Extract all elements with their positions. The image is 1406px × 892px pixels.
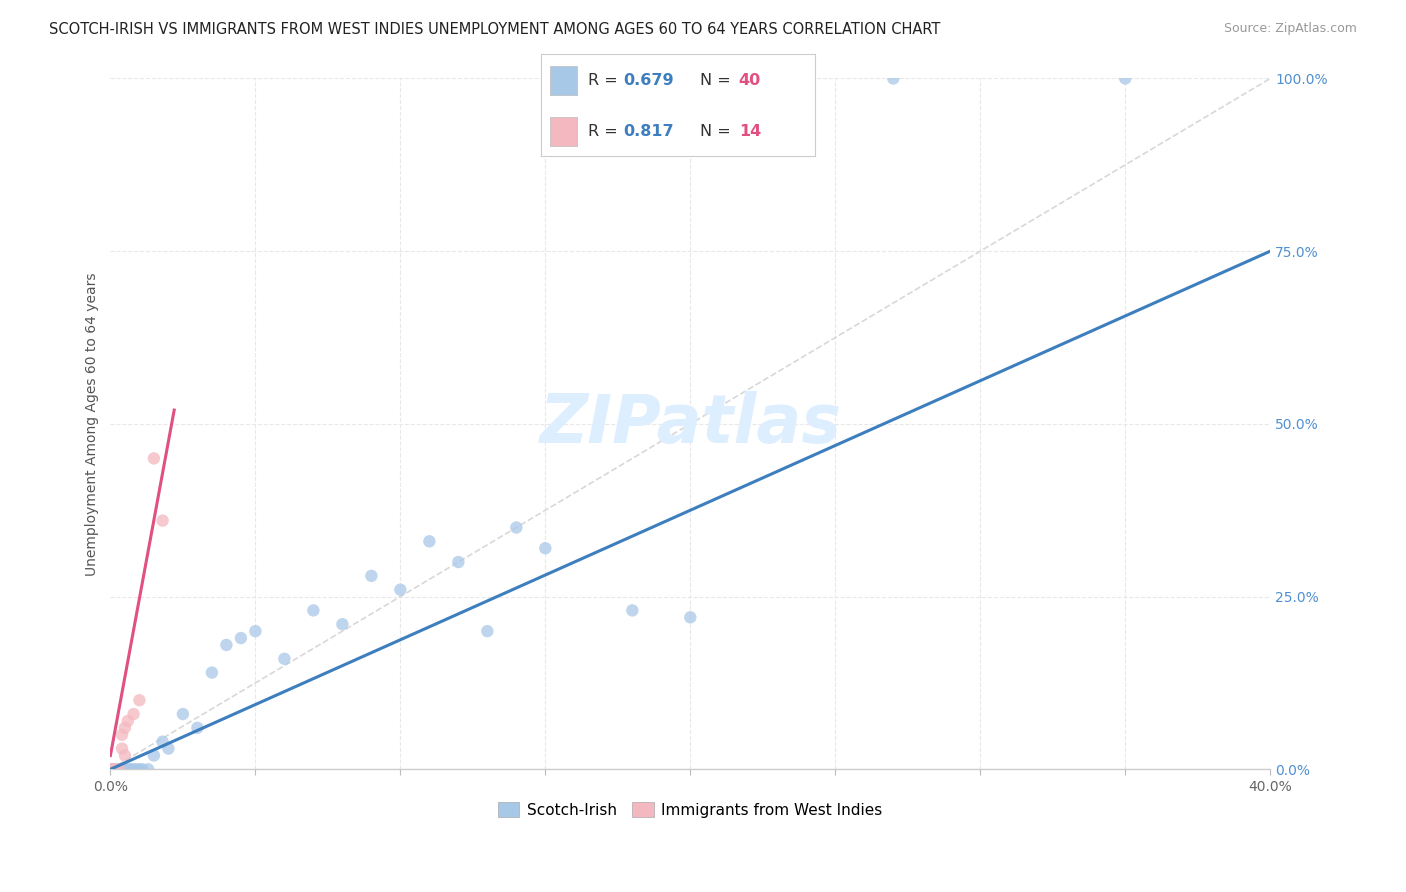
Point — [125, 762, 148, 776]
Point — [122, 762, 145, 776]
Point — [418, 534, 440, 549]
Point — [136, 762, 159, 776]
Point — [505, 520, 527, 534]
Point — [152, 734, 174, 748]
Point — [534, 541, 557, 556]
Point — [100, 762, 122, 776]
Text: 0.679: 0.679 — [624, 72, 675, 87]
Text: SCOTCH-IRISH VS IMMIGRANTS FROM WEST INDIES UNEMPLOYMENT AMONG AGES 60 TO 64 YEA: SCOTCH-IRISH VS IMMIGRANTS FROM WEST IND… — [49, 22, 941, 37]
Point — [152, 514, 174, 528]
FancyBboxPatch shape — [550, 117, 576, 145]
Point — [108, 762, 131, 776]
Text: ZIPatlas: ZIPatlas — [540, 391, 841, 457]
Point — [142, 748, 165, 763]
Point — [131, 762, 153, 776]
Point — [100, 762, 122, 776]
Point — [477, 624, 499, 639]
Point — [389, 582, 412, 597]
Point — [679, 610, 702, 624]
Point — [332, 617, 354, 632]
Point — [103, 762, 125, 776]
Point — [360, 569, 382, 583]
Text: Source: ZipAtlas.com: Source: ZipAtlas.com — [1223, 22, 1357, 36]
Point — [302, 603, 325, 617]
Point — [100, 762, 122, 776]
Point — [273, 652, 295, 666]
Y-axis label: Unemployment Among Ages 60 to 64 years: Unemployment Among Ages 60 to 64 years — [86, 272, 100, 575]
Point — [1114, 71, 1136, 86]
Point — [186, 721, 208, 735]
Point — [111, 762, 134, 776]
Point — [108, 762, 131, 776]
Point — [114, 721, 136, 735]
Text: R =: R = — [588, 124, 623, 139]
Point — [114, 762, 136, 776]
Point — [621, 603, 644, 617]
Point — [111, 741, 134, 756]
Point — [100, 762, 122, 776]
Text: 40: 40 — [738, 72, 761, 87]
Point — [128, 762, 150, 776]
Point — [105, 762, 128, 776]
Point — [105, 762, 128, 776]
Point — [229, 631, 252, 645]
Point — [117, 762, 139, 776]
Point — [122, 706, 145, 721]
Text: R =: R = — [588, 72, 623, 87]
Point — [142, 451, 165, 466]
Text: 14: 14 — [738, 124, 761, 139]
Point — [100, 762, 122, 776]
Point — [245, 624, 267, 639]
Point — [117, 714, 139, 728]
Point — [120, 762, 142, 776]
Point — [100, 762, 122, 776]
Point — [447, 555, 470, 569]
Point — [201, 665, 224, 680]
Point — [882, 71, 904, 86]
Legend: Scotch-Irish, Immigrants from West Indies: Scotch-Irish, Immigrants from West Indie… — [492, 796, 889, 824]
FancyBboxPatch shape — [550, 66, 576, 95]
Text: N =: N = — [700, 72, 737, 87]
Text: 0.817: 0.817 — [624, 124, 675, 139]
Text: N =: N = — [700, 124, 737, 139]
Point — [100, 762, 122, 776]
Point — [103, 762, 125, 776]
Point — [114, 748, 136, 763]
Point — [157, 741, 180, 756]
Point — [215, 638, 238, 652]
Point — [172, 706, 194, 721]
Point — [111, 728, 134, 742]
Point — [128, 693, 150, 707]
